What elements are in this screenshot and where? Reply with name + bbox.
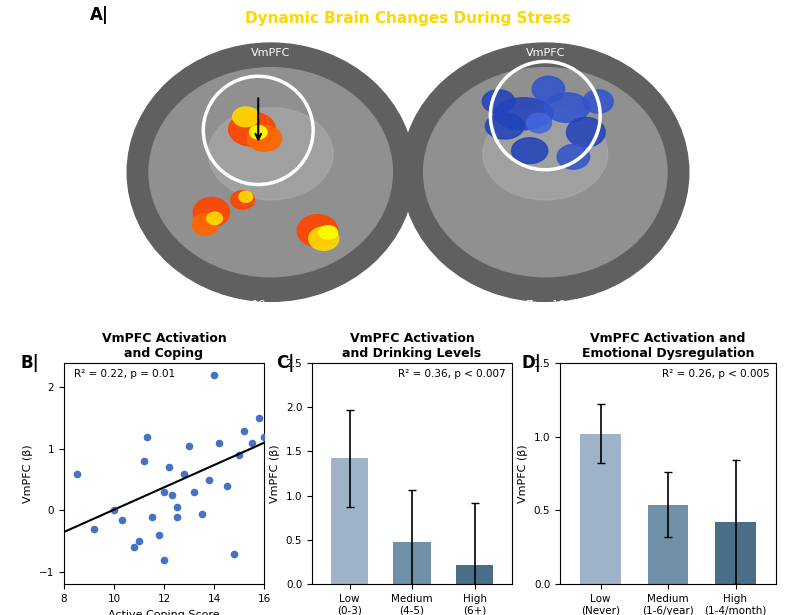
- Ellipse shape: [206, 212, 222, 224]
- Ellipse shape: [247, 125, 282, 151]
- Point: [107, 506, 121, 515]
- Point: [145, 512, 158, 522]
- Ellipse shape: [208, 108, 333, 200]
- Text: Z = -18: Z = -18: [226, 300, 266, 309]
- Point: [158, 555, 170, 565]
- Ellipse shape: [424, 68, 667, 277]
- Point: [140, 432, 153, 442]
- Text: VmPFC: VmPFC: [526, 49, 565, 58]
- Text: Dynamic Brain Changes During Stress: Dynamic Brain Changes During Stress: [245, 11, 571, 26]
- Point: [133, 536, 146, 546]
- Text: A|: A|: [90, 6, 109, 24]
- Ellipse shape: [566, 117, 605, 147]
- X-axis label: Active Coping Score: Active Coping Score: [108, 609, 220, 615]
- Point: [202, 475, 215, 485]
- Y-axis label: VmPFC (β): VmPFC (β): [23, 444, 34, 503]
- Bar: [648, 504, 688, 584]
- Ellipse shape: [309, 227, 338, 250]
- Point: [158, 487, 170, 497]
- Point: [213, 438, 226, 448]
- Ellipse shape: [194, 197, 230, 227]
- Point: [187, 487, 200, 497]
- Ellipse shape: [483, 108, 608, 200]
- Text: C|: C|: [276, 354, 294, 372]
- Ellipse shape: [532, 76, 565, 102]
- Ellipse shape: [494, 98, 553, 130]
- Bar: [456, 565, 494, 584]
- Point: [165, 490, 178, 500]
- Point: [178, 469, 190, 478]
- Ellipse shape: [250, 125, 267, 139]
- Y-axis label: VmPFC (β): VmPFC (β): [270, 444, 280, 503]
- Point: [238, 426, 250, 435]
- Point: [115, 515, 128, 525]
- Ellipse shape: [545, 93, 590, 122]
- Text: R² = 0.26, p < 0.005: R² = 0.26, p < 0.005: [662, 370, 770, 379]
- Point: [170, 512, 183, 522]
- Point: [70, 469, 83, 478]
- Text: VmPFC: VmPFC: [251, 49, 290, 58]
- Point: [258, 432, 270, 442]
- Point: [220, 481, 233, 491]
- Point: [153, 530, 166, 540]
- Point: [128, 542, 141, 552]
- Text: D|: D|: [521, 354, 541, 372]
- Ellipse shape: [229, 112, 275, 146]
- Ellipse shape: [482, 90, 514, 113]
- Point: [253, 413, 266, 423]
- Ellipse shape: [318, 226, 338, 239]
- Text: R² = 0.36, p < 0.007: R² = 0.36, p < 0.007: [398, 370, 506, 379]
- Y-axis label: VmPFC (β): VmPFC (β): [518, 444, 528, 503]
- Ellipse shape: [557, 145, 590, 169]
- Ellipse shape: [526, 113, 551, 133]
- Point: [138, 456, 150, 466]
- Ellipse shape: [239, 191, 253, 202]
- Title: VmPFC Activation
and Drinking Levels: VmPFC Activation and Drinking Levels: [342, 332, 482, 360]
- Text: R² = 0.22, p = 0.01: R² = 0.22, p = 0.01: [74, 370, 175, 379]
- Ellipse shape: [402, 43, 689, 301]
- Point: [182, 441, 195, 451]
- Bar: [330, 459, 368, 584]
- Bar: [580, 434, 621, 584]
- Title: VmPFC Activation and
Emotional Dysregulation: VmPFC Activation and Emotional Dysregula…: [582, 332, 754, 360]
- Ellipse shape: [127, 43, 414, 301]
- Title: VmPFC Activation
and Coping: VmPFC Activation and Coping: [102, 332, 226, 360]
- Ellipse shape: [298, 215, 338, 247]
- Point: [227, 549, 240, 558]
- Bar: [394, 542, 430, 584]
- Text: Risky Coping: Risky Coping: [500, 25, 590, 38]
- Ellipse shape: [230, 191, 254, 209]
- Point: [195, 509, 208, 518]
- Text: B|: B|: [20, 354, 38, 372]
- Bar: [715, 522, 756, 584]
- Point: [162, 462, 175, 472]
- Text: Z = -18: Z = -18: [526, 300, 565, 309]
- Point: [170, 502, 183, 512]
- Ellipse shape: [486, 113, 524, 139]
- Ellipse shape: [192, 213, 218, 236]
- Point: [87, 524, 100, 534]
- Point: [208, 370, 221, 380]
- Ellipse shape: [583, 90, 614, 113]
- Point: [245, 438, 258, 448]
- Point: [233, 450, 246, 460]
- Text: Resilient Coping: Resilient Coping: [214, 25, 328, 38]
- Ellipse shape: [149, 68, 393, 277]
- Ellipse shape: [511, 138, 548, 164]
- Ellipse shape: [233, 107, 259, 127]
